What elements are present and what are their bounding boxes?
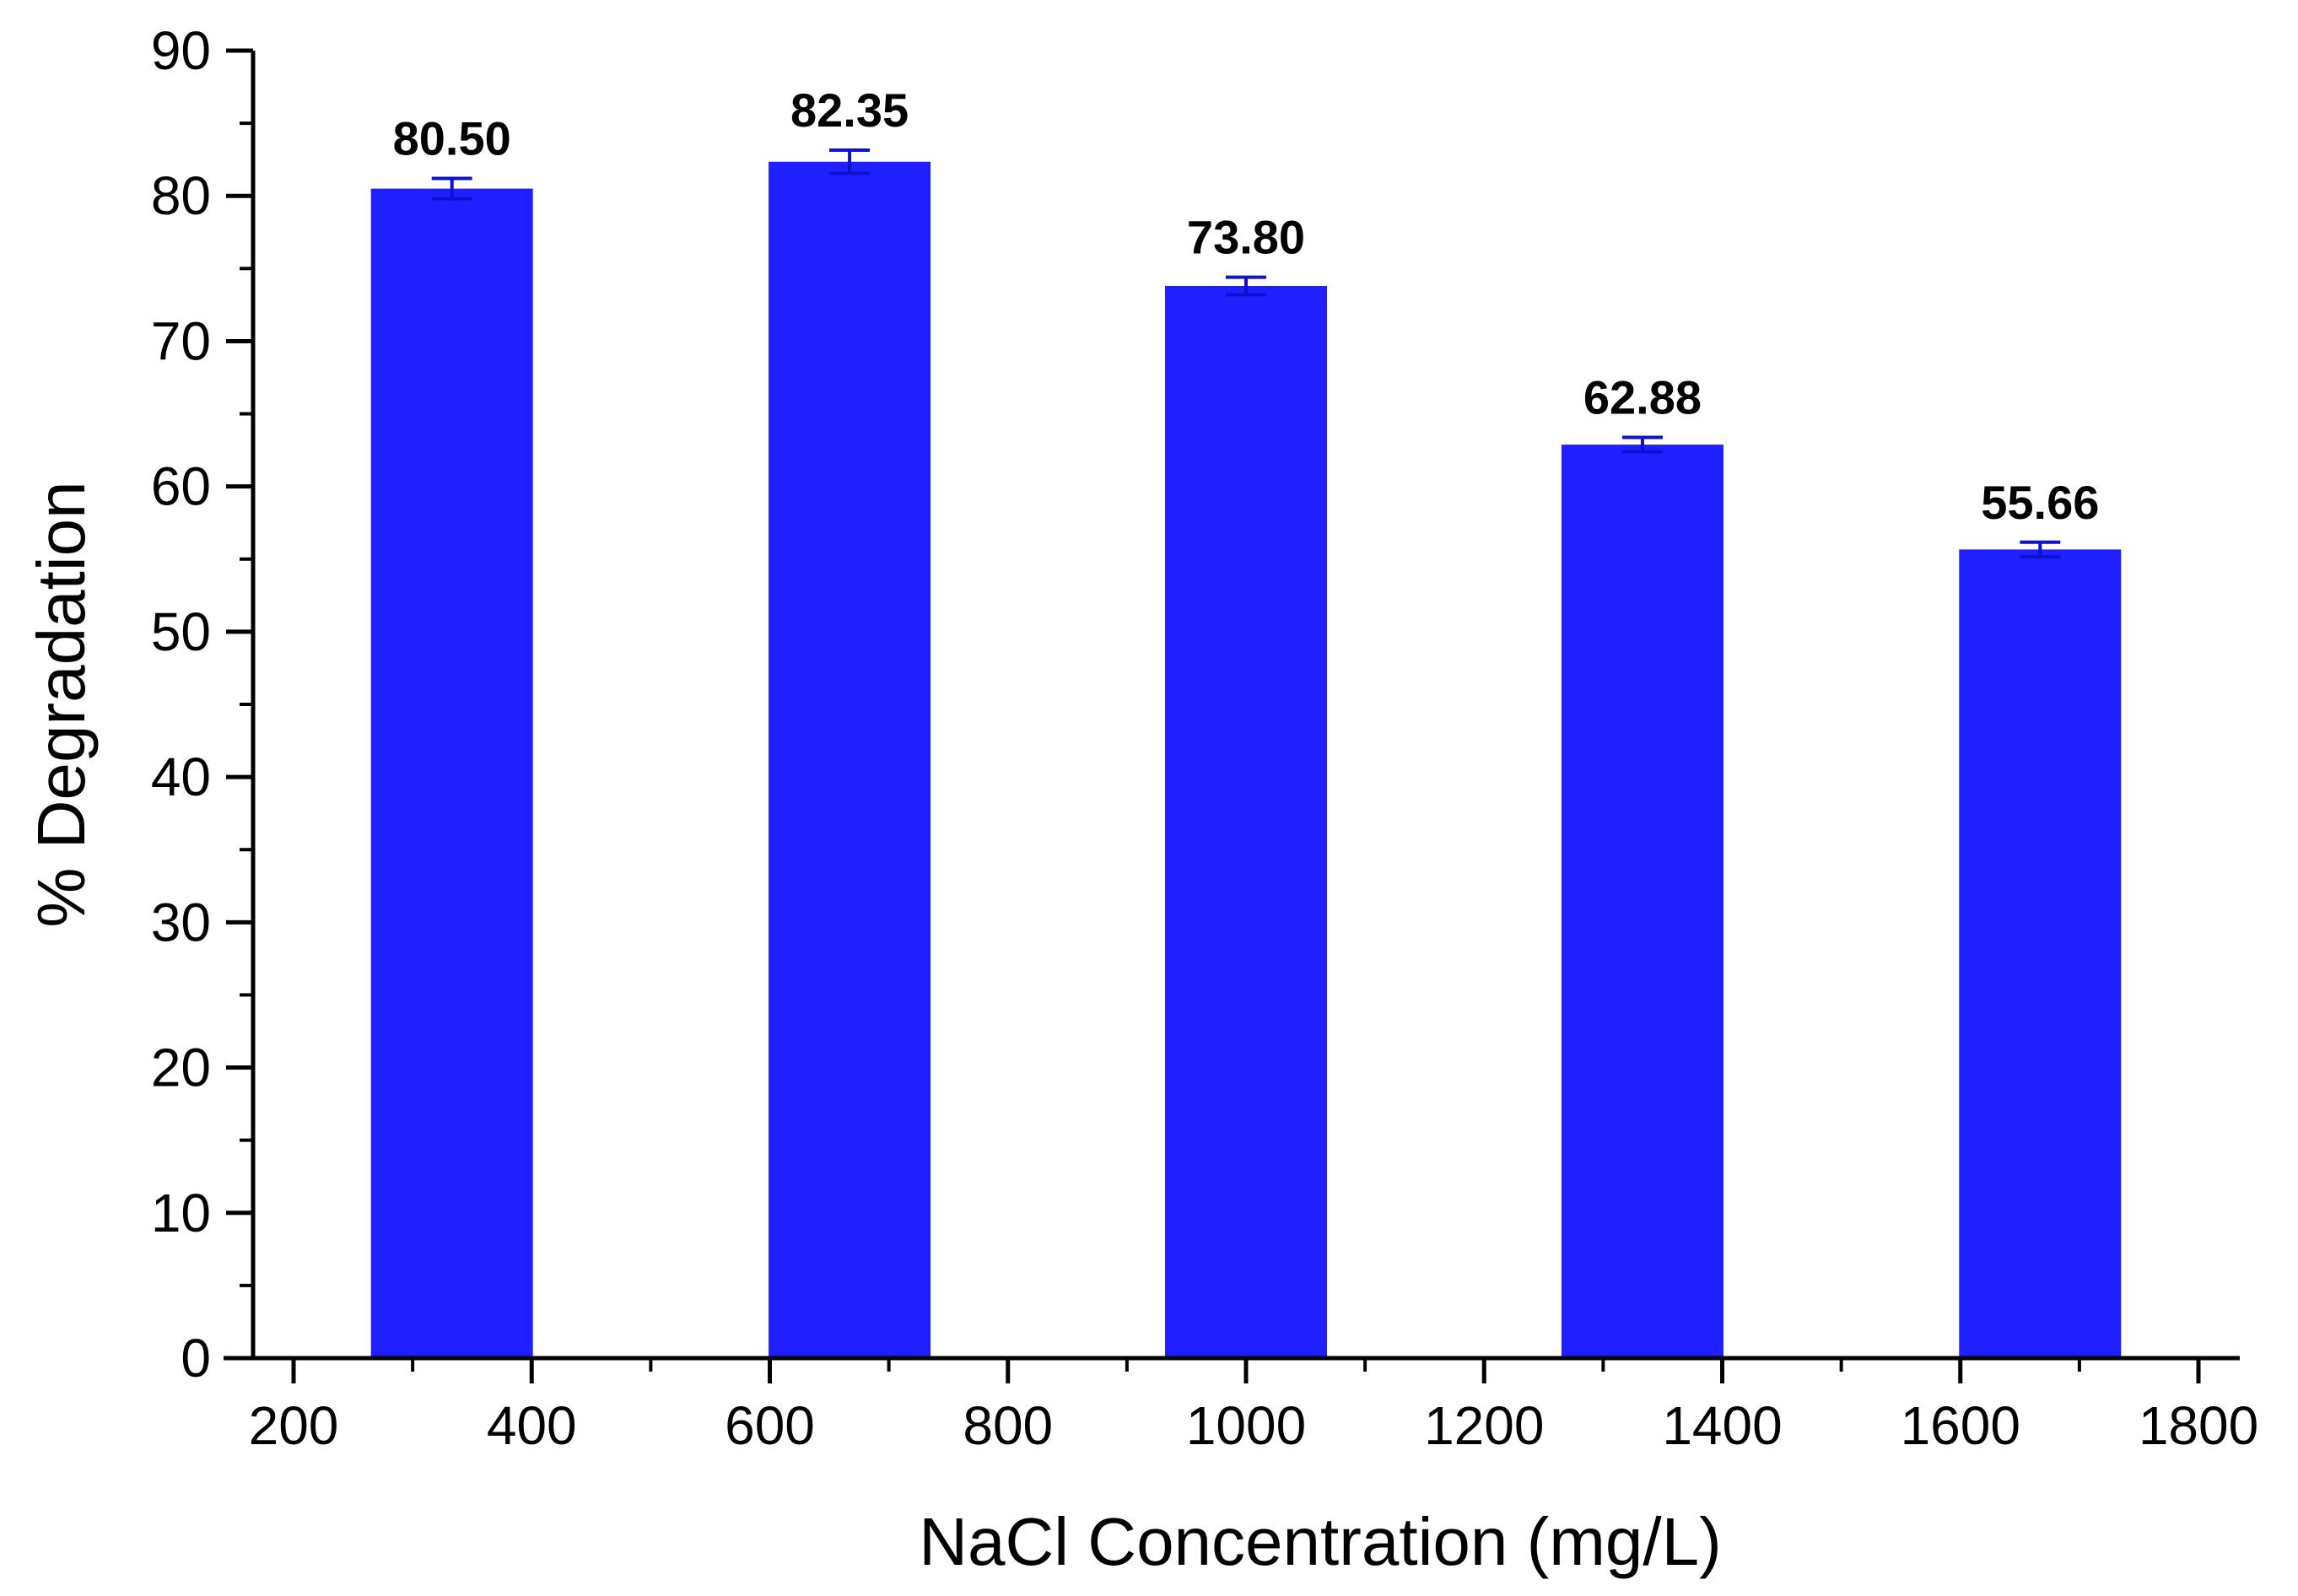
- y-tick-label: 80: [151, 165, 211, 226]
- y-tick-label: 40: [151, 747, 211, 807]
- y-tick-label: 90: [151, 20, 211, 81]
- x-tick-label: 1600: [1901, 1395, 2020, 1456]
- x-tick-label: 1000: [1186, 1395, 1306, 1456]
- data-labels-group: 80.50 82.35 73.80 62.88 55.66: [393, 84, 2100, 529]
- x-axis-title: NaCl Concentration (mg/L): [919, 1504, 1721, 1579]
- bar: [370, 188, 533, 1359]
- y-tick-label: 10: [151, 1183, 211, 1243]
- bar: [769, 161, 931, 1358]
- x-tick-label: 400: [487, 1395, 577, 1456]
- axes-group: 0 10 20 30 40 50 60 70 80 90 200 400 600 800 1000 1200 1…: [151, 20, 2258, 1456]
- y-tick-label: 30: [151, 892, 211, 952]
- error-bars-group: [431, 148, 2061, 559]
- data-label: 80.50: [393, 112, 511, 165]
- y-tick-label: 0: [181, 1328, 211, 1388]
- data-label: 82.35: [790, 84, 909, 137]
- data-label: 55.66: [1981, 476, 2099, 529]
- x-tick-label: 200: [249, 1395, 339, 1456]
- data-label: 73.80: [1187, 211, 1305, 264]
- x-tick-label: 1200: [1424, 1395, 1544, 1456]
- bar: [1561, 445, 1724, 1358]
- y-tick-label: 70: [151, 310, 211, 371]
- bars-group: [370, 161, 2122, 1359]
- x-tick-label: 800: [963, 1395, 1053, 1456]
- bar: [1165, 286, 1327, 1358]
- y-tick-label: 60: [151, 456, 211, 517]
- bar: [1959, 549, 2122, 1358]
- y-tick-label: 50: [151, 601, 211, 662]
- y-axis-title: % Degradation: [24, 481, 99, 927]
- data-label: 62.88: [1583, 370, 1702, 423]
- x-tick-label: 1800: [2139, 1395, 2258, 1456]
- x-tick-label: 1400: [1662, 1395, 1782, 1456]
- x-tick-label: 600: [725, 1395, 815, 1456]
- y-tick-label: 20: [151, 1038, 211, 1098]
